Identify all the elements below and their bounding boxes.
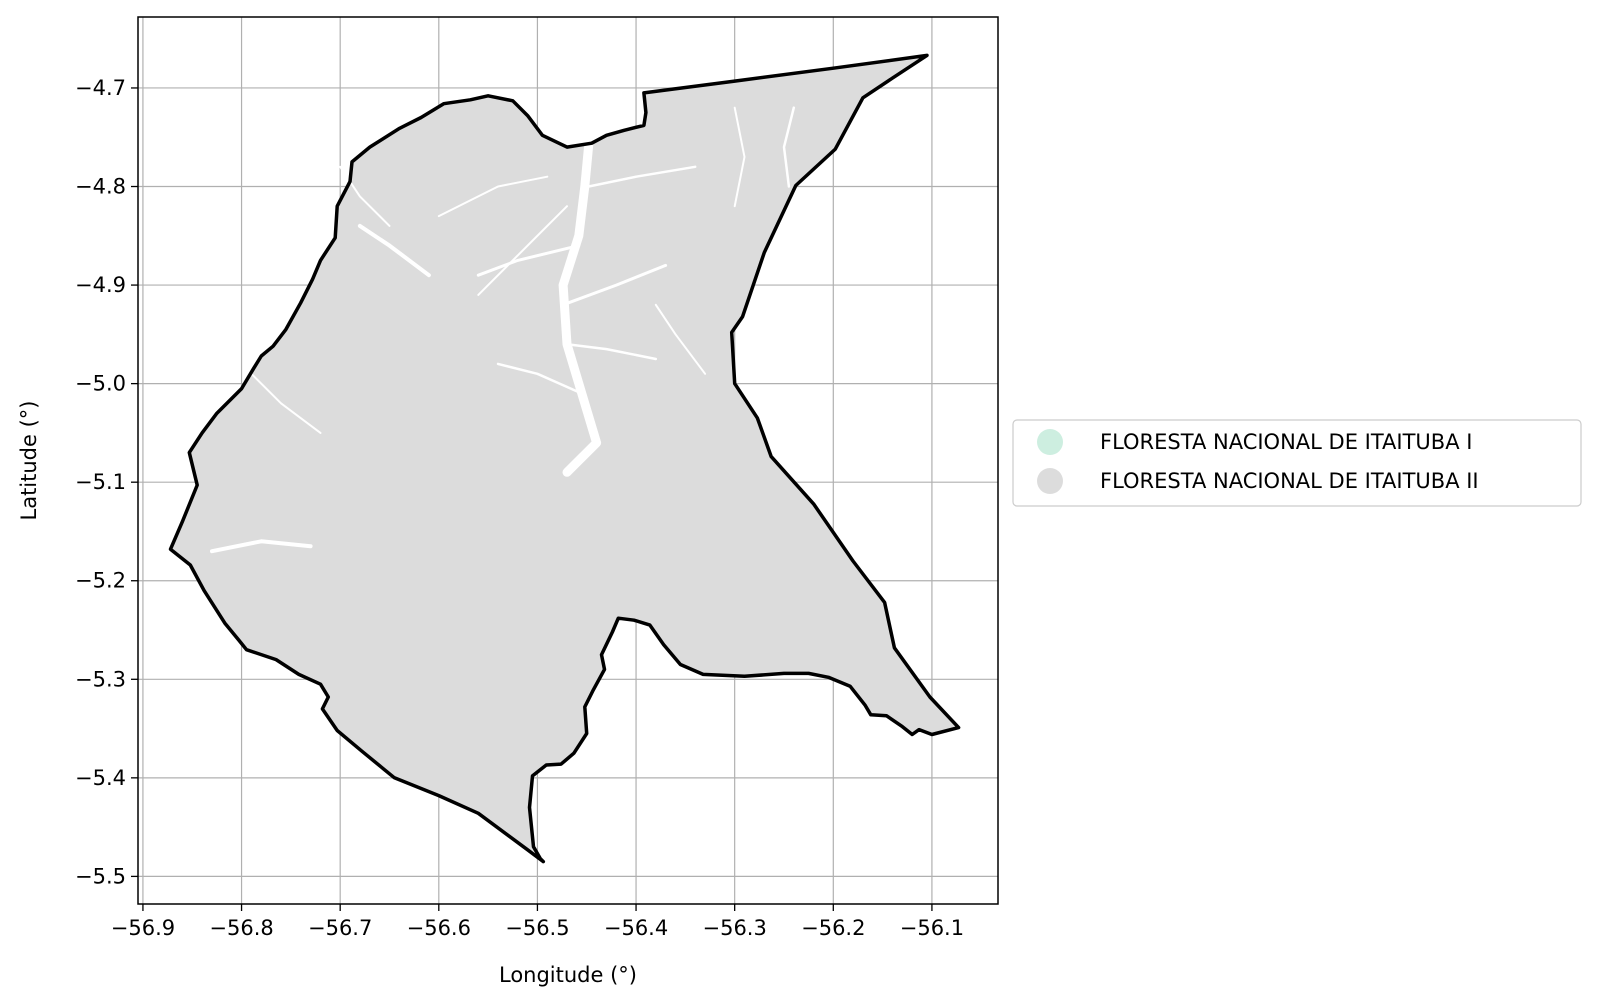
legend-marker-0 [1037,429,1063,455]
x-tick-label-3: −56.6 [407,916,471,940]
legend-marker-1 [1037,468,1063,494]
y-tick-label-4: −5.1 [75,470,126,494]
x-tick-label-8: −56.1 [900,916,964,940]
x-tick-label-6: −56.3 [702,916,766,940]
x-tick-label-4: −56.5 [505,916,569,940]
legend-label-0: FLORESTA NACIONAL DE ITAITUBA I [1100,430,1472,454]
legend: FLORESTA NACIONAL DE ITAITUBA I FLORESTA … [1013,420,1581,506]
legend-label-1: FLORESTA NACIONAL DE ITAITUBA II [1100,469,1479,493]
y-tick-label-0: −4.7 [75,76,126,100]
x-tick-label-5: −56.4 [604,916,668,940]
y-tick-label-3: −5.0 [75,372,126,396]
x-tick-label-0: −56.9 [111,916,175,940]
y-tick-label-6: −5.3 [75,667,126,691]
y-tick-label-8: −5.5 [75,864,126,888]
x-tick-label-1: −56.8 [209,916,273,940]
x-tick-label-7: −56.2 [801,916,865,940]
y-tick-label-1: −4.8 [75,175,126,199]
y-tick-label-5: −5.2 [75,569,126,593]
x-tick-label-2: −56.7 [308,916,372,940]
y-tick-label-7: −5.4 [75,766,126,790]
y-axis-title: Latitude (°) [17,401,41,521]
x-axis-title: Longitude (°) [499,963,637,987]
y-tick-label-2: −4.9 [75,273,126,297]
